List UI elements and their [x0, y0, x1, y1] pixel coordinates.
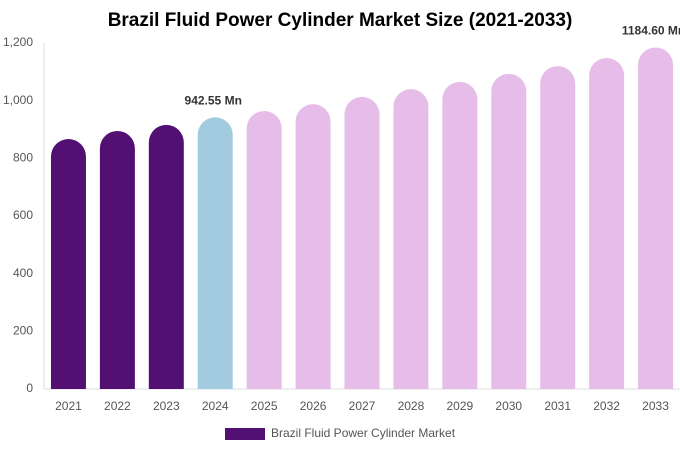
- bar: [246, 111, 282, 389]
- y-tick-label: 200: [13, 324, 33, 338]
- bar: [540, 66, 576, 390]
- y-tick-label: 0: [26, 381, 33, 395]
- chart-title: Brazil Fluid Power Cylinder Market Size …: [108, 10, 573, 31]
- value-label: 1184.60 Mn: [622, 24, 680, 38]
- bar: [491, 73, 527, 389]
- bar: [99, 130, 135, 390]
- bar: [589, 57, 625, 389]
- y-tick-label: 400: [13, 266, 33, 280]
- x-tick-label: 2024: [202, 399, 229, 413]
- bar: [442, 81, 478, 390]
- y-tick-label: 1,200: [3, 35, 33, 49]
- y-tick-label: 800: [13, 151, 33, 165]
- bar: [50, 139, 86, 389]
- x-tick-label: 2031: [544, 399, 571, 413]
- bar: [393, 89, 429, 389]
- bar: [638, 47, 674, 389]
- bar: [197, 117, 233, 389]
- legend-swatch: [225, 428, 265, 440]
- x-tick-label: 2033: [642, 399, 669, 413]
- x-tick-label: 2023: [153, 399, 180, 413]
- x-tick-label: 2032: [593, 399, 620, 413]
- bar: [295, 104, 331, 390]
- x-tick-label: 2025: [251, 399, 278, 413]
- bar: [148, 124, 184, 390]
- x-tick-label: 2029: [446, 399, 473, 413]
- y-tick-label: 1,000: [3, 93, 33, 107]
- value-label: 942.55 Mn: [185, 93, 242, 107]
- bar: [344, 96, 380, 390]
- x-tick-label: 2030: [495, 399, 522, 413]
- x-tick-label: 2022: [104, 399, 131, 413]
- x-tick-label: 2026: [300, 399, 327, 413]
- y-tick-label: 600: [13, 208, 33, 222]
- legend-label: Brazil Fluid Power Cylinder Market: [271, 426, 456, 440]
- x-tick-label: 2027: [349, 399, 376, 413]
- x-tick-label: 2021: [55, 399, 82, 413]
- x-tick-label: 2028: [398, 399, 425, 413]
